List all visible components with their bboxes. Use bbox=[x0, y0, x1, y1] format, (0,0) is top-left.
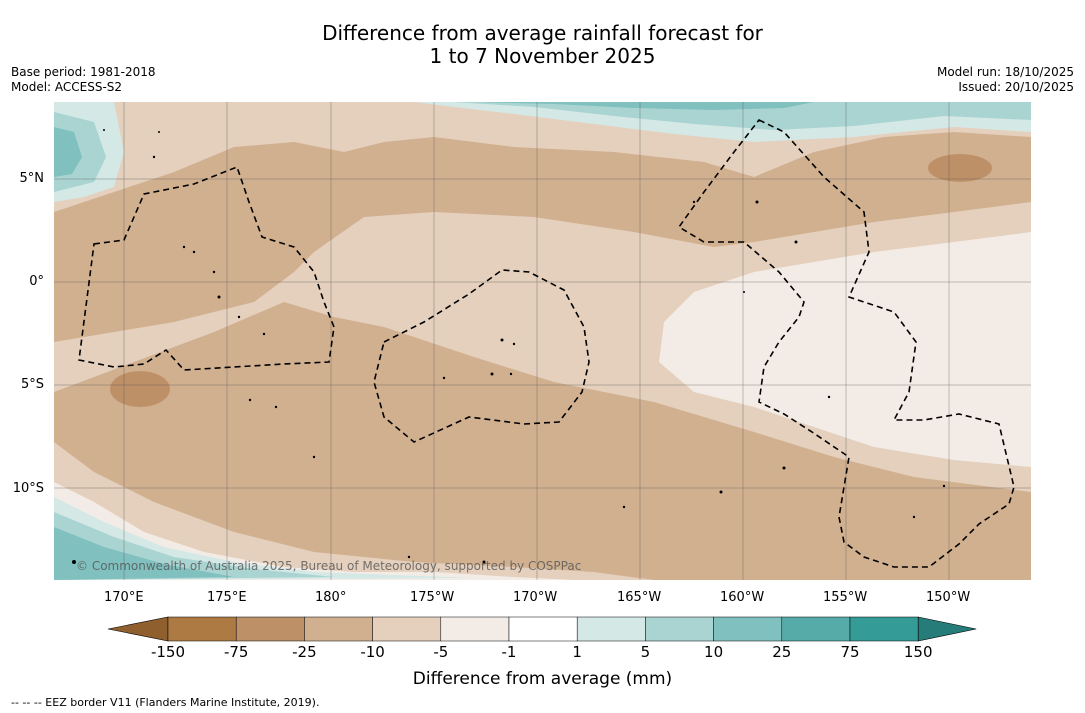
colorbar-segment bbox=[508, 616, 578, 642]
colorbar-segment bbox=[304, 616, 373, 642]
x-tick-160w: 160°W bbox=[720, 590, 765, 605]
colorbar-segment bbox=[781, 616, 851, 642]
gridlines bbox=[54, 102, 1031, 580]
title-line-1: Difference from average rainfall forecas… bbox=[322, 21, 763, 45]
meta-left: Base period: 1981-2018 Model: ACCESS-S2 bbox=[11, 65, 156, 95]
title-line-2: 1 to 7 November 2025 bbox=[429, 44, 656, 68]
eez-kiribati-phoenix bbox=[373, 269, 590, 443]
x-tick-165w: 165°W bbox=[617, 590, 662, 605]
colorbar-tick-label: 25 bbox=[772, 643, 792, 661]
eez-kiribati-gilbert bbox=[78, 165, 335, 371]
eez-kiribati-line bbox=[677, 119, 1015, 568]
colorbar-segment bbox=[372, 616, 442, 642]
teal-sw-core bbox=[54, 527, 234, 580]
colorbar-segment bbox=[576, 616, 646, 642]
pale-region-east bbox=[659, 232, 1031, 467]
teal-band-north-core bbox=[474, 102, 814, 110]
colorbar-segment bbox=[235, 616, 305, 642]
eez-borders bbox=[78, 119, 1015, 568]
colorbar-tick-label: -25 bbox=[292, 643, 317, 661]
colorbar-tick-label: 5 bbox=[640, 643, 651, 661]
x-tick-155w: 155°W bbox=[823, 590, 868, 605]
colorbar-segment bbox=[713, 616, 783, 642]
meta-right: Model run: 18/10/2025 Issued: 20/10/2025 bbox=[937, 65, 1074, 95]
copyright-notice: © Commonwealth of Australia 2025, Bureau… bbox=[76, 559, 581, 573]
x-tick-180: 180° bbox=[315, 590, 347, 605]
x-tick-150w: 150°W bbox=[926, 590, 971, 605]
x-tick-175w: 175°W bbox=[410, 590, 455, 605]
colorbar-extend-low bbox=[107, 616, 169, 642]
model-run: Model run: 18/10/2025 bbox=[936, 65, 1074, 79]
base-period: Base period: 1981-2018 bbox=[11, 65, 156, 79]
dark-patch-northeast bbox=[928, 154, 992, 182]
x-tick-170w: 170°W bbox=[513, 590, 558, 605]
colorbar-tick-label: -75 bbox=[223, 643, 249, 661]
x-tick-175e: 175°E bbox=[207, 590, 247, 605]
colorbar-tick-label: 75 bbox=[840, 643, 860, 661]
colorbar-tick-label: 10 bbox=[704, 643, 724, 661]
y-tick-5s: 5°S bbox=[20, 377, 44, 392]
colorbar-segment bbox=[645, 616, 714, 642]
rainfall-map: © Commonwealth of Australia 2025, Bureau… bbox=[54, 102, 1031, 580]
brown-band-south bbox=[54, 302, 1031, 580]
colorbar-tick-label: -1 bbox=[501, 643, 517, 661]
colorbar-tick-label: 150 bbox=[903, 643, 933, 661]
islands bbox=[72, 129, 946, 564]
colorbar-tick-label: 1 bbox=[572, 643, 582, 661]
teal-nw-core bbox=[54, 127, 82, 177]
pale-band-south bbox=[54, 442, 654, 580]
colorbar-tick-label: -150 bbox=[150, 643, 186, 661]
colorbar-segment bbox=[167, 616, 237, 642]
colorbar-tick-label: -5 bbox=[433, 643, 449, 661]
brown-band-north bbox=[54, 132, 1031, 342]
x-tick-170e: 170°E bbox=[104, 590, 144, 605]
colorbar-segment bbox=[849, 616, 919, 642]
colorbar-tick-label: -10 bbox=[360, 643, 385, 661]
model-name: Model: ACCESS-S2 bbox=[11, 80, 123, 94]
y-tick-5n: 5°N bbox=[19, 171, 45, 186]
colorbar-label: Difference from average (mm) bbox=[412, 669, 673, 689]
issued-date: Issued: 20/10/2025 bbox=[958, 80, 1074, 94]
colorbar-segment bbox=[440, 616, 510, 642]
y-tick-10s: 10°S bbox=[12, 481, 44, 496]
colorbar-extend-high bbox=[917, 616, 977, 642]
teal-band-north-mid bbox=[454, 102, 1031, 130]
eez-legend-note: -- -- -- EEZ border V11 (Flanders Marine… bbox=[11, 696, 320, 709]
y-tick-0: 0° bbox=[29, 274, 44, 289]
dark-patch-south bbox=[110, 371, 170, 407]
